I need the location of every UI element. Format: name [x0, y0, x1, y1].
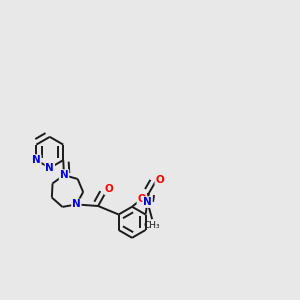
Text: O: O — [137, 194, 146, 204]
Text: O: O — [104, 184, 113, 194]
Text: N: N — [72, 200, 81, 209]
Text: O: O — [155, 175, 164, 184]
Text: N: N — [32, 155, 41, 165]
Text: CH₃: CH₃ — [144, 221, 160, 230]
Text: N: N — [60, 170, 68, 180]
Text: N: N — [143, 197, 152, 207]
Text: N: N — [45, 163, 54, 173]
